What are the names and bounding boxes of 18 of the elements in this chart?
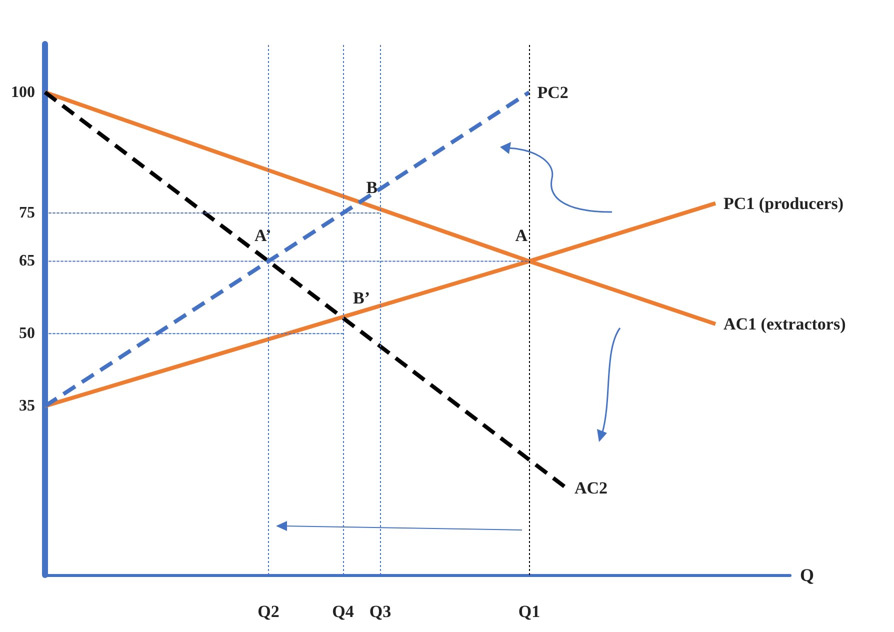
x-axis-title: Q bbox=[800, 565, 814, 585]
annotation: A’ bbox=[254, 226, 272, 246]
series-label: PC2 bbox=[537, 82, 568, 102]
series-label: PC1 (producers) bbox=[724, 194, 844, 213]
series-label: AC2 bbox=[574, 478, 608, 498]
y-tick-label: 50 bbox=[19, 325, 35, 342]
series-label: AC1 (extractors) bbox=[724, 314, 846, 334]
x-tick-label: Q2 bbox=[258, 602, 280, 621]
y-tick-label: 65 bbox=[19, 252, 35, 270]
y-tick-label: 35 bbox=[19, 398, 35, 415]
x-tick-label: Q4 bbox=[332, 602, 354, 621]
x-tick-label: Q1 bbox=[518, 602, 540, 621]
y-tick-label: 75 bbox=[19, 204, 35, 222]
y-tick-label: 100 bbox=[11, 84, 35, 101]
annotation: B’ bbox=[353, 288, 370, 308]
annotation: B bbox=[366, 178, 378, 197]
annotation: A bbox=[515, 226, 528, 246]
x-tick-label: Q3 bbox=[369, 602, 392, 621]
